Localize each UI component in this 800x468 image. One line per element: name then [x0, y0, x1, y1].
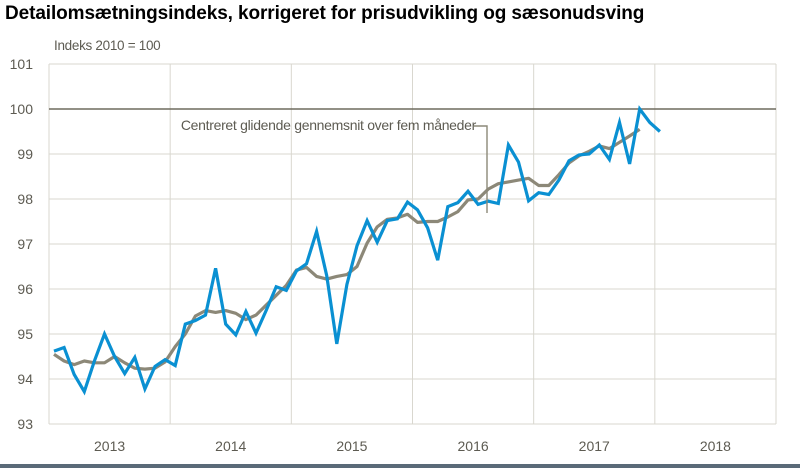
y-tick-label: 95	[17, 326, 33, 342]
annotation-leader-line	[474, 125, 488, 213]
bottom-border	[0, 464, 800, 468]
y-tick-label: 98	[17, 191, 33, 207]
y-axis-unit-label: Indeks 2010 = 100	[54, 38, 161, 53]
x-tick-label: 2015	[336, 438, 367, 454]
x-tick-label: 2018	[700, 438, 731, 454]
x-tick-label: 2014	[215, 438, 246, 454]
y-tick-label: 101	[10, 56, 34, 72]
moving-average-annotation: Centreret glidende gennemsnit over fem m…	[181, 117, 477, 133]
y-tick-label: 93	[17, 416, 33, 432]
x-tick-label: 2017	[579, 438, 610, 454]
x-axis-ticks: 2013 2014 2015 2016 2017 2018	[94, 438, 731, 454]
y-axis-ticks: 93 94 95 96 97 98 99 100 101	[10, 56, 34, 432]
x-tick-label: 2013	[94, 438, 125, 454]
y-tick-label: 97	[17, 236, 33, 252]
y-tick-label: 94	[17, 371, 33, 387]
y-tick-label: 100	[10, 101, 34, 117]
x-tick-label: 2016	[458, 438, 489, 454]
moving-average-line	[53, 127, 641, 371]
index-line	[53, 105, 661, 396]
chart-title: Detailomsætningsindeks, korrigeret for p…	[5, 3, 645, 24]
y-tick-label: 99	[17, 146, 33, 162]
y-tick-label: 96	[17, 281, 33, 297]
